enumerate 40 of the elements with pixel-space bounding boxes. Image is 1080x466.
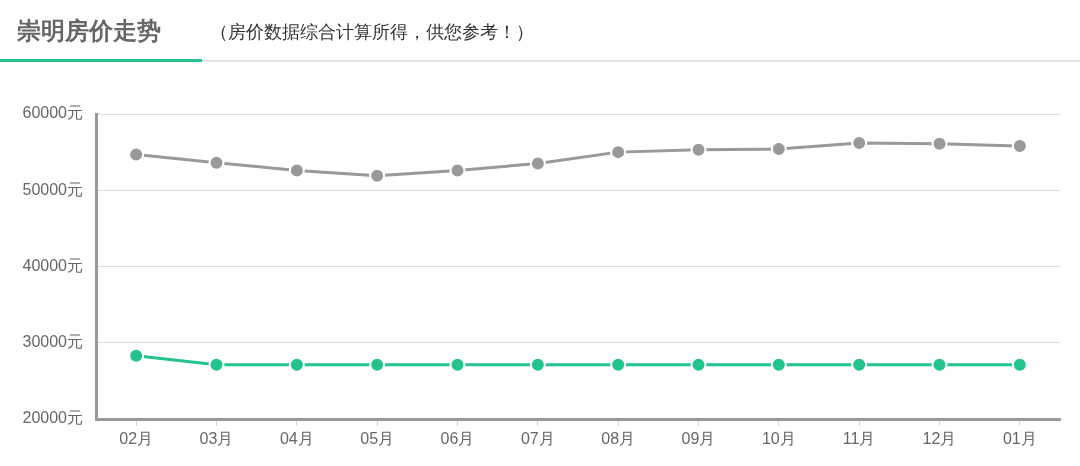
x-tick-label: 07月 [520,430,555,448]
y-tick-label: 20000元 [22,409,83,427]
x-tick-label: 12月 [922,430,957,448]
point [529,155,546,172]
point [851,356,868,373]
point [610,356,627,373]
y-tick-label: 40000元 [22,256,83,274]
y-tick-label: 50000元 [22,180,83,198]
point [449,162,466,179]
x-tick-label: 10月 [761,430,796,448]
chart-title: 崇明房价走势 [17,16,161,46]
x-tick-label: 01月 [1002,430,1037,448]
point [369,356,386,373]
point [288,162,305,179]
point [208,356,225,373]
x-tick-label: 02月 [119,430,154,448]
point [449,356,466,373]
point [610,144,627,161]
point [770,356,787,373]
point [690,356,707,373]
point [208,154,225,171]
point [369,167,386,184]
x-tick-label: 04月 [279,430,314,448]
x-tick-label: 06月 [440,430,475,448]
x-tick-label: 03月 [199,430,234,448]
chart-subtitle: （房价数据综合计算所得，供您参考！） [210,21,534,44]
y-tick-label: 30000元 [22,333,83,351]
y-tick-label: 60000元 [22,104,83,122]
x-tick-label: 09月 [681,430,716,448]
point [690,141,707,158]
point [288,356,305,373]
x-tick-label: 05月 [360,430,395,448]
point [931,356,948,373]
point [128,347,145,364]
x-tick-label: 08月 [601,430,636,448]
point [1011,356,1028,373]
x-tick-label: 11月 [842,430,876,448]
point [128,146,145,163]
point [931,135,948,152]
point [529,356,546,373]
